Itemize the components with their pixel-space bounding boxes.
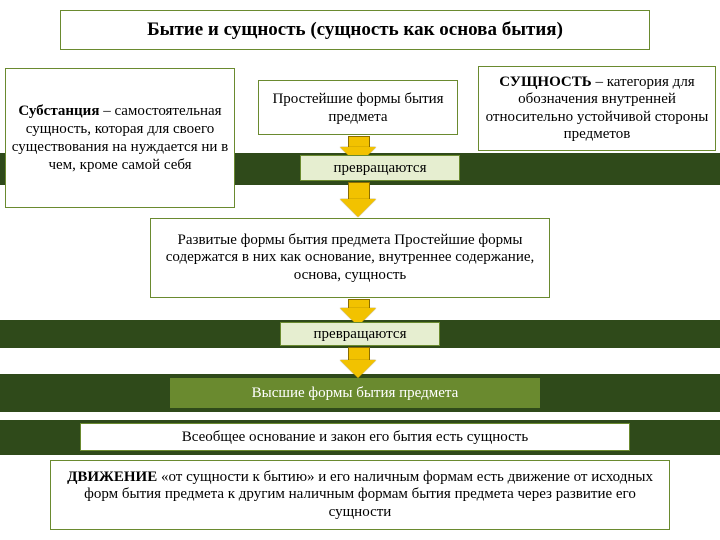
essence-bold: СУЩНОСТЬ (499, 74, 591, 90)
basis-text: Всеобщее основание и закон его бытия ест… (182, 429, 528, 446)
higher-forms-text: Высшие формы бытия предмета (252, 385, 459, 402)
movement-text: ДВИЖЕНИЕ «от сущности к бытию» и его нал… (55, 469, 665, 521)
transform-2: превращаются (280, 322, 440, 346)
basis-box: Всеобщее основание и закон его бытия ест… (80, 423, 630, 451)
title-box: Бытие и сущность (сущность как основа бы… (60, 10, 650, 50)
title-text: Бытие и сущность (сущность как основа бы… (147, 19, 563, 41)
substance-text: Субстанция – самостоятельная сущность, к… (10, 102, 230, 174)
arrow-4-head (340, 360, 376, 378)
higher-forms-box: Высшие формы бытия предмета (170, 378, 540, 408)
simple-forms-text: Простейшие формы бытия предмета (259, 90, 457, 126)
movement-rest: «от сущности к бытию» и его наличным фор… (84, 469, 653, 520)
arrow-2-head (340, 199, 376, 217)
transform-1: превращаются (300, 155, 460, 181)
substance-dash: – (99, 103, 114, 119)
transform-1-text: превращаются (334, 160, 427, 177)
developed-forms-box: Развитые формы бытия предмета Простейшие… (150, 218, 550, 298)
essence-box: СУЩНОСТЬ – категория для обозначения вну… (478, 66, 716, 151)
substance-box: Субстанция – самостоятельная сущность, к… (5, 68, 235, 208)
movement-box: ДВИЖЕНИЕ «от сущности к бытию» и его нал… (50, 460, 670, 530)
movement-bold: ДВИЖЕНИЕ (67, 469, 157, 485)
transform-2-text: превращаются (314, 326, 407, 343)
substance-bold: Субстанция (18, 103, 99, 119)
simple-forms-box: Простейшие формы бытия предмета (258, 80, 458, 135)
developed-forms-text: Развитые формы бытия предмета Простейшие… (155, 232, 545, 284)
essence-text: СУЩНОСТЬ – категория для обозначения вну… (481, 74, 713, 143)
